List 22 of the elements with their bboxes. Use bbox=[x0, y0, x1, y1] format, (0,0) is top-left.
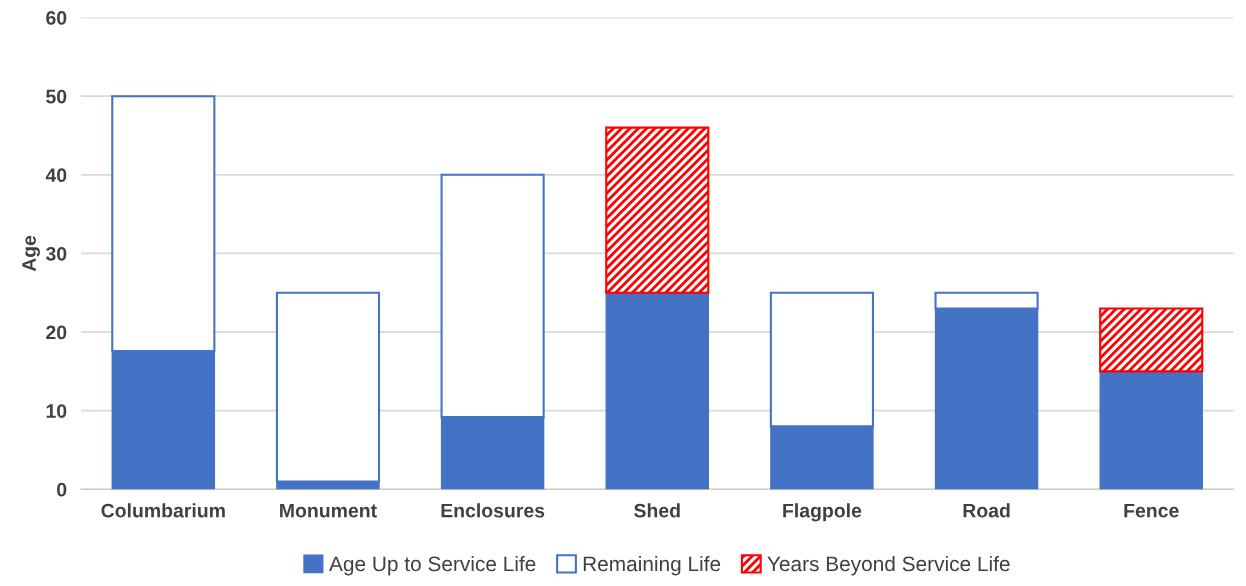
x-tick-label: Fence bbox=[1124, 503, 1179, 518]
legend-label: Remaining Life bbox=[583, 555, 721, 576]
y-tick-label: 30 bbox=[45, 246, 67, 261]
x-tick-label: Columbarium bbox=[101, 503, 225, 518]
x-tick-label: Shed bbox=[634, 503, 680, 518]
y-tick-label: 0 bbox=[57, 482, 67, 497]
y-axis-title: Age bbox=[22, 235, 40, 272]
bar bbox=[605, 292, 710, 490]
bar bbox=[1099, 370, 1203, 490]
bar bbox=[605, 126, 710, 294]
x-tick-label: Road bbox=[963, 503, 1010, 518]
x-tick-label: Monument bbox=[280, 503, 377, 518]
legend-label: Age Up to Service Life bbox=[329, 555, 536, 576]
y-tick-label: 60 bbox=[46, 11, 67, 25]
bar bbox=[1099, 307, 1204, 373]
y-tick-label: 40 bbox=[45, 168, 67, 183]
x-tick-label: Enclosures bbox=[441, 503, 545, 518]
legend-label: Years Beyond Service Life bbox=[767, 555, 1010, 576]
y-tick-label: 50 bbox=[46, 89, 67, 104]
y-tick-label: 10 bbox=[46, 404, 67, 418]
x-tick-label: Flagpole bbox=[783, 503, 862, 522]
y-tick-label: 20 bbox=[46, 325, 67, 340]
